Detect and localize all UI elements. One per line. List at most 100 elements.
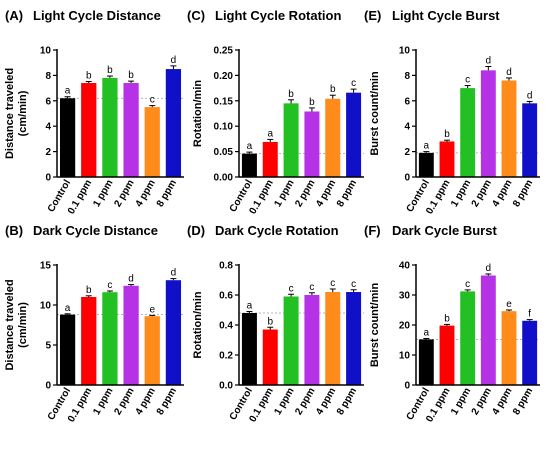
chart-title: Dark Cycle Burst <box>392 223 497 238</box>
y-tick-label: 0 <box>404 173 410 184</box>
y-axis-label: Distance traveled(cm/min) <box>4 68 29 159</box>
significance-letter: c <box>330 278 335 289</box>
significance-letter: d <box>486 263 492 274</box>
y-tick-label: 4 <box>404 122 410 133</box>
bar-0-1-ppm <box>439 141 455 177</box>
bar-control <box>59 314 76 385</box>
y-tick-label: 0.8 <box>219 261 233 272</box>
significance-letter: b <box>128 70 134 81</box>
x-tick-label: 8 ppm <box>335 178 359 209</box>
y-tick-label: 30 <box>399 291 411 302</box>
y-tick-label: 8 <box>404 71 410 82</box>
significance-letter: a <box>247 301 253 312</box>
bar-1-ppm <box>283 103 299 177</box>
significance-letter: b <box>86 285 92 296</box>
y-axis-label: Rotation/min <box>192 291 204 358</box>
significance-letter: d <box>171 268 177 279</box>
chart-panel-a: (A) Light Cycle Distance Distance traveled… <box>4 8 184 216</box>
bar-2-ppm <box>480 70 496 177</box>
bar-control <box>241 153 257 177</box>
x-tick-label: 8 ppm <box>155 386 179 417</box>
y-tick-label: 0.2 <box>219 351 233 362</box>
y-axis-label-line: (cm/min) <box>17 90 29 136</box>
y-axis-label-line: Rotation/min <box>192 80 204 147</box>
chart-panel-f: (F) Dark Cycle Burst Burst count/min 0 10 20 3… <box>364 223 540 424</box>
panel-label: (C) <box>187 8 205 23</box>
bar-0-1-ppm <box>81 83 97 177</box>
y-tick-label: 0.00 <box>214 173 234 184</box>
y-tick-label: 0.05 <box>214 147 234 158</box>
y-axis-label-line: Burst count/min <box>369 71 381 156</box>
y-tick-label: 0 <box>45 173 51 184</box>
significance-letter: e <box>506 299 512 310</box>
significance-letter: b <box>267 316 273 327</box>
y-tick-label: 10 <box>40 301 52 312</box>
bar-1-ppm <box>283 296 299 385</box>
panel-label: (E) <box>364 8 381 23</box>
chart-title: Light Cycle Rotation <box>215 8 341 23</box>
bar-1-ppm <box>460 291 476 385</box>
bar-8-ppm <box>522 320 538 385</box>
bar-1-ppm <box>102 292 118 385</box>
significance-letter: c <box>150 95 155 106</box>
chart-panel-d: (D) Dark Cycle Rotation Rotation/min 0.0 0.2… <box>187 223 364 424</box>
y-axis-label: Burst count/min <box>369 283 381 368</box>
significance-letter: a <box>65 303 71 314</box>
bar-8-ppm <box>165 69 182 177</box>
bar-4-ppm <box>501 311 517 385</box>
bar-control <box>418 339 434 385</box>
y-axis-label-line: Distance traveled <box>4 68 16 159</box>
significance-letter: b <box>86 70 92 81</box>
bar-2-ppm <box>480 275 496 385</box>
y-tick-label: 2 <box>404 147 410 158</box>
panel-label: (A) <box>5 8 23 23</box>
significance-letter: b <box>309 97 315 108</box>
significance-letter: c <box>309 282 314 293</box>
y-tick-label: 10 <box>399 351 411 362</box>
y-tick-label: 6 <box>404 96 410 107</box>
x-tick-label: 8 ppm <box>335 386 359 417</box>
bar-0-1-ppm <box>262 329 278 385</box>
bar-2-ppm <box>123 285 139 385</box>
y-tick-label: 15 <box>40 261 52 272</box>
bar-0-1-ppm <box>439 325 455 385</box>
significance-letter: b <box>330 84 336 95</box>
bar-control <box>59 98 76 177</box>
y-tick-label: 8 <box>45 71 51 82</box>
significance-letter: b <box>444 129 450 140</box>
significance-letter: b <box>288 89 294 100</box>
significance-letter: c <box>465 279 470 290</box>
significance-letter: d <box>506 67 512 78</box>
bar-control <box>418 152 434 177</box>
y-axis-label-line: Burst count/min <box>369 283 381 368</box>
significance-letter: b <box>444 313 450 324</box>
bar-0-1-ppm <box>262 141 278 177</box>
bar-8-ppm <box>165 280 182 385</box>
y-tick-label: 20 <box>399 321 411 332</box>
y-tick-label: 0.15 <box>214 96 234 107</box>
y-axis-label: Distance traveled(cm/min) <box>4 279 29 370</box>
significance-letter: b <box>107 65 113 76</box>
bar-control <box>241 313 257 385</box>
bar-4-ppm <box>144 107 160 177</box>
significance-letter: d <box>128 274 134 285</box>
significance-letter: c <box>107 280 112 291</box>
chart-title: Light Cycle Distance <box>33 8 161 23</box>
bar-1-ppm <box>460 88 476 177</box>
chart-panel-b: (B) Dark Cycle Distance Distance traveled(… <box>4 223 184 424</box>
y-tick-label: 0 <box>45 381 51 392</box>
significance-letter: a <box>267 128 273 139</box>
panel-label: (F) <box>364 223 381 238</box>
bar-2-ppm <box>123 83 139 177</box>
y-tick-label: 0.4 <box>219 321 233 332</box>
y-tick-label: 0.20 <box>214 71 234 82</box>
bar-1-ppm <box>102 77 118 177</box>
x-tick-label: 8 ppm <box>155 178 179 209</box>
significance-letter: c <box>465 75 470 86</box>
panel-label: (D) <box>187 223 205 238</box>
bar-8-ppm <box>346 92 362 177</box>
significance-letter: c <box>289 283 294 294</box>
y-axis-label: Burst count/min <box>369 71 381 156</box>
y-tick-label: 2 <box>45 147 51 158</box>
